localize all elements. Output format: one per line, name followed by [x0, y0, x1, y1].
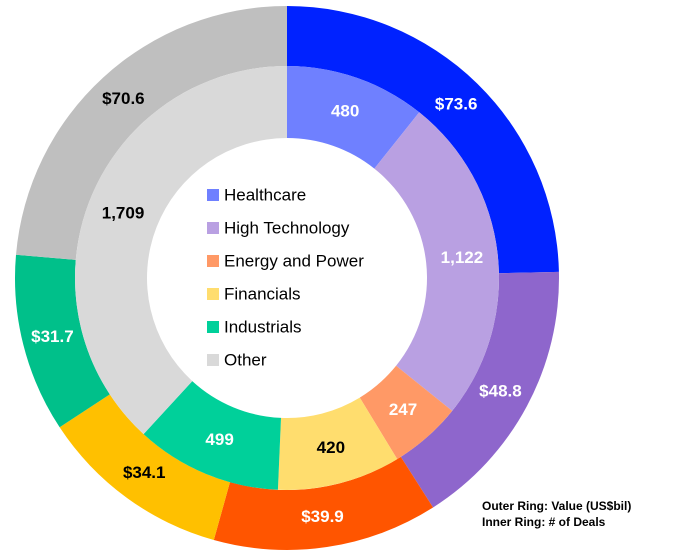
legend-label: Industrials: [224, 317, 301, 336]
ring-slice: [213, 456, 434, 550]
legend-swatch: [207, 288, 219, 300]
ring-slice: [75, 66, 287, 435]
data-label: 247: [389, 400, 417, 419]
ring-slice: [287, 66, 420, 169]
data-label: 1,709: [102, 204, 145, 223]
legend-swatch: [207, 321, 219, 333]
legend-label: Financials: [224, 284, 301, 303]
legend-swatch: [207, 222, 219, 234]
ring-slice: [374, 112, 499, 411]
legend-swatch: [207, 189, 219, 201]
data-label: 480: [331, 101, 359, 120]
ring-slice: [14, 254, 110, 428]
ring-slice: [59, 394, 230, 540]
data-label: $70.6: [102, 89, 145, 108]
annotation: Inner Ring: # of Deals: [482, 515, 606, 529]
legend-label: Other: [224, 350, 267, 369]
legend-swatch: [207, 354, 219, 366]
data-label: $31.7: [31, 327, 74, 346]
legend-label: Healthcare: [224, 185, 306, 204]
data-label: $34.1: [123, 463, 166, 482]
data-label: 1,122: [441, 248, 484, 267]
ring-slice: [287, 6, 559, 274]
data-label: 420: [317, 438, 345, 457]
data-label: $73.6: [435, 94, 478, 113]
ring-slice: [15, 6, 288, 260]
legend-label: High Technology: [224, 218, 350, 237]
data-label: 499: [205, 430, 233, 449]
ring-slice: [400, 271, 560, 508]
data-label: $39.9: [301, 507, 344, 526]
legend-swatch: [207, 255, 219, 267]
legend-label: Energy and Power: [224, 251, 364, 270]
ring-slice: [277, 397, 398, 490]
ring-slice: [359, 365, 453, 460]
ring-slice: [143, 381, 282, 490]
data-label: $48.8: [479, 382, 522, 401]
annotation: Outer Ring: Value (US$bil): [482, 499, 631, 513]
